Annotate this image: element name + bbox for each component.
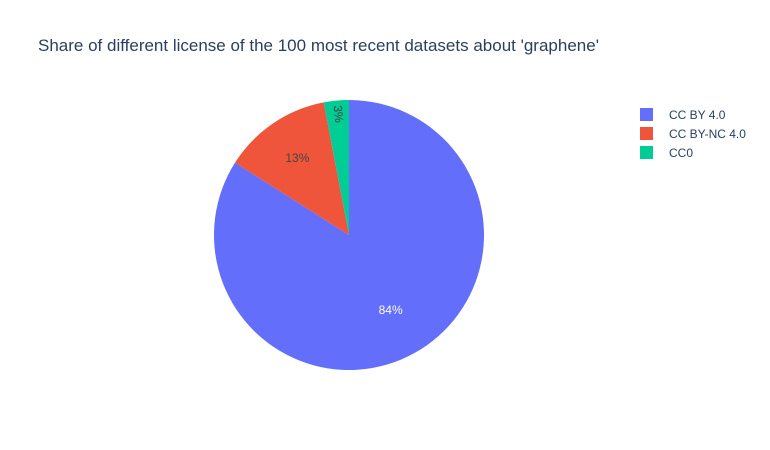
pie-slice-cc-by-nc-4-0[interactable]: [235, 102, 349, 235]
legend-label: CC BY 4.0: [669, 108, 726, 122]
legend-label: CC BY-NC 4.0: [669, 127, 746, 141]
chart-title: Share of different license of the 100 mo…: [38, 36, 599, 55]
pie-slice-label: 84%: [379, 303, 403, 317]
pie-slice-label: 13%: [285, 151, 309, 165]
legend-label: CC0: [669, 146, 693, 160]
legend-swatch: [640, 127, 653, 140]
pie-slice-cc0[interactable]: [323, 100, 349, 235]
legend-swatch: [640, 108, 653, 121]
legend: CC BY 4.0 CC BY-NC 4.0 CC0: [640, 108, 746, 160]
legend-swatch: [640, 146, 653, 159]
legend-item-cc0[interactable]: CC0: [640, 146, 693, 160]
pie-slice-label: 3%: [331, 105, 347, 124]
pie-slice-labels: 84% 13% 3%: [285, 105, 403, 317]
legend-item-cc-by-4-0[interactable]: CC BY 4.0: [640, 108, 726, 122]
legend-item-cc-by-nc-4-0[interactable]: CC BY-NC 4.0: [640, 127, 746, 141]
pie-slices: [213, 100, 484, 370]
